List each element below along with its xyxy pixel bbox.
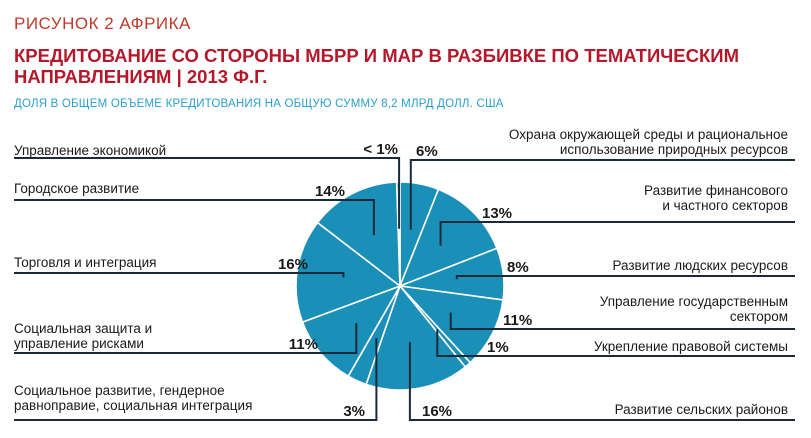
slice-category-label-6-0: Социальное развитие, гендерное — [14, 383, 225, 398]
slice-value-label-2: 8% — [507, 259, 529, 276]
pie-slice-9 — [316, 181, 401, 288]
figure-label: РИСУНОК 2 АФРИКА — [14, 14, 191, 33]
leader-line-7 — [14, 323, 358, 354]
slice-value-label-0: 6% — [416, 143, 438, 160]
slice-value-label-10: < 1% — [363, 141, 398, 158]
pie-slice-8 — [295, 221, 402, 324]
slice-category-label-7-0: Социальная защита и — [14, 321, 152, 336]
slice-value-label-6: 3% — [343, 403, 365, 420]
leader-line-0 — [409, 159, 795, 230]
slice-value-label-3: 11% — [503, 312, 532, 329]
leader-line-9 — [14, 199, 375, 236]
slice-category-label-1-0: Развитие финансового — [644, 183, 788, 198]
leader-lines — [14, 157, 795, 421]
leader-line-5 — [408, 342, 795, 421]
slice-category-label-8-0: Торговля и интеграция — [14, 255, 157, 270]
slice-category-label-10-0: Управление экономикой — [14, 143, 166, 158]
slice-category-label-6-1: равноправие, социальная интеграция — [14, 398, 252, 413]
pie-slice-1 — [398, 188, 498, 288]
leader-line-8 — [14, 272, 345, 278]
pie-slice-5 — [365, 284, 467, 391]
slice-category-label-0-0: Охрана окружающей среды и рациональное — [509, 127, 788, 142]
slice-category-label-5-0: Развитие сельских районов — [615, 402, 788, 417]
slice-category-label-0-1: использование природных ресурсов — [560, 142, 788, 157]
slice-value-label-8: 16% — [278, 256, 308, 273]
chart-title: КРЕДИТОВАНИЕ СО СТОРОНЫ МБРР И МАР В РАЗ… — [14, 45, 739, 87]
slice-value-label-5: 16% — [422, 403, 452, 420]
slice-category-label-3-1: сектором — [730, 309, 788, 324]
slice-category-label-1-1: и частного секторов — [662, 198, 788, 213]
slice-value-label-7: 11% — [289, 336, 318, 353]
slice-category-label-2-0: Развитие людских ресурсов — [612, 258, 788, 273]
slice-value-label-4: 1% — [487, 339, 509, 356]
slice-category-label-4-0: Укрепление правовой системы — [594, 339, 788, 354]
slice-value-label-9: 14% — [315, 183, 345, 200]
slice-category-label-3-0: Управление государственным — [600, 294, 788, 309]
leader-line-2 — [455, 275, 795, 280]
leader-line-4 — [436, 329, 795, 357]
slice-category-label-7-1: управление рисками — [14, 336, 144, 351]
slice-value-label-1: 13% — [482, 205, 512, 222]
leader-line-1 — [439, 221, 795, 246]
leader-line-3 — [449, 312, 795, 330]
slice-category-label-9-0: Городское развитие — [14, 181, 139, 196]
leader-line-10 — [14, 157, 401, 229]
slice-labels: 6% Охрана окружающей среды и рациональное… — [14, 127, 788, 420]
chart-subtitle: ДОЛЯ В ОБЩЕМ ОБЪЕМЕ КРЕДИТОВАНИЯ НА ОБЩУ… — [14, 98, 504, 110]
leader-line-6 — [14, 338, 378, 421]
